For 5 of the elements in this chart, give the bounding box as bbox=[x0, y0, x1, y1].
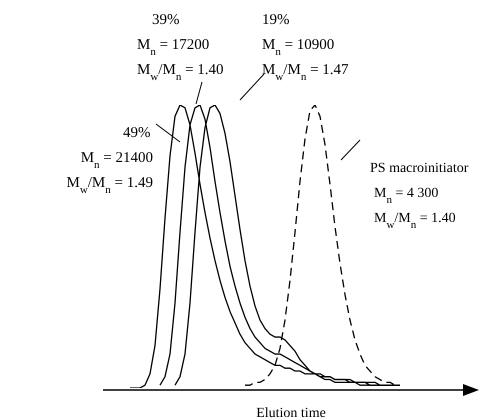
text: 49% M$_{n}$ = 21400 M$_{w}$/M$_{n}$ = 1.49 bbox=[66, 125, 153, 196]
text: PS macroinitiator M$_{n}$ = 4 300 M$_{w}$/M$_{n}$ = 1.40 bbox=[370, 161, 468, 231]
text: 19% M$_{n}$ = 10900 M$_{w}$/M$_{n}$ = 1.47 bbox=[262, 12, 349, 83]
text: 39% M$_{n}$ = 17200 M$_{w}$/M$_{n}$ = 1.40 bbox=[137, 12, 224, 83]
x-axis-title: Elution time bbox=[256, 406, 326, 419]
